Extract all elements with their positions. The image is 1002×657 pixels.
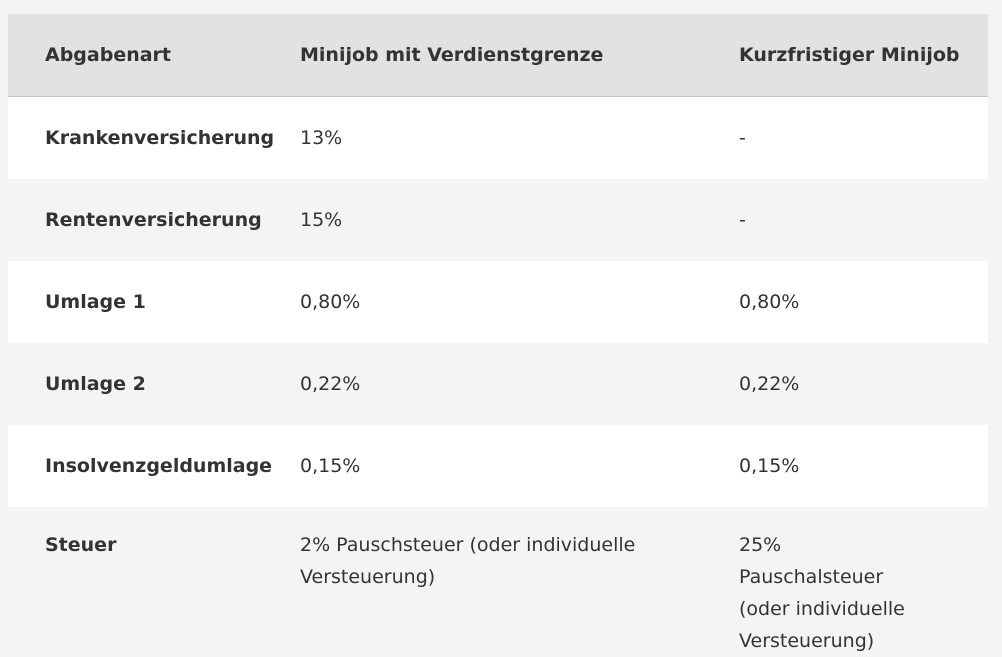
cell: 0,22% [739, 343, 988, 425]
cell: 0,80% [739, 261, 988, 343]
row-label: Krankenversicherung [8, 97, 300, 180]
header-cell: Minijob mit Verdienstgrenze [300, 14, 739, 97]
cell: - [739, 97, 988, 180]
cell: 0,22% [300, 343, 739, 425]
header-cell: Abgabenart [8, 14, 300, 97]
cell: 2% Pauschsteuer (oder individuelle Verst… [300, 507, 739, 657]
header-cell: Kurzfristiger Minijob [739, 14, 988, 97]
cell: 0,15% [300, 425, 739, 507]
cell: 25% Pauschalsteuer (oder individuelle Ve… [739, 507, 988, 657]
row-label: Rentenversicherung [8, 179, 300, 261]
row-label: Umlage 1 [8, 261, 300, 343]
cell: - [739, 179, 988, 261]
row-label: Steuer [8, 507, 300, 657]
row-label: Umlage 2 [8, 343, 300, 425]
cell: 15% [300, 179, 739, 261]
cell: 0,15% [739, 425, 988, 507]
cell: 13% [300, 97, 739, 180]
row-label: Insolvenzgeldumlage [8, 425, 300, 507]
cell: 0,80% [300, 261, 739, 343]
